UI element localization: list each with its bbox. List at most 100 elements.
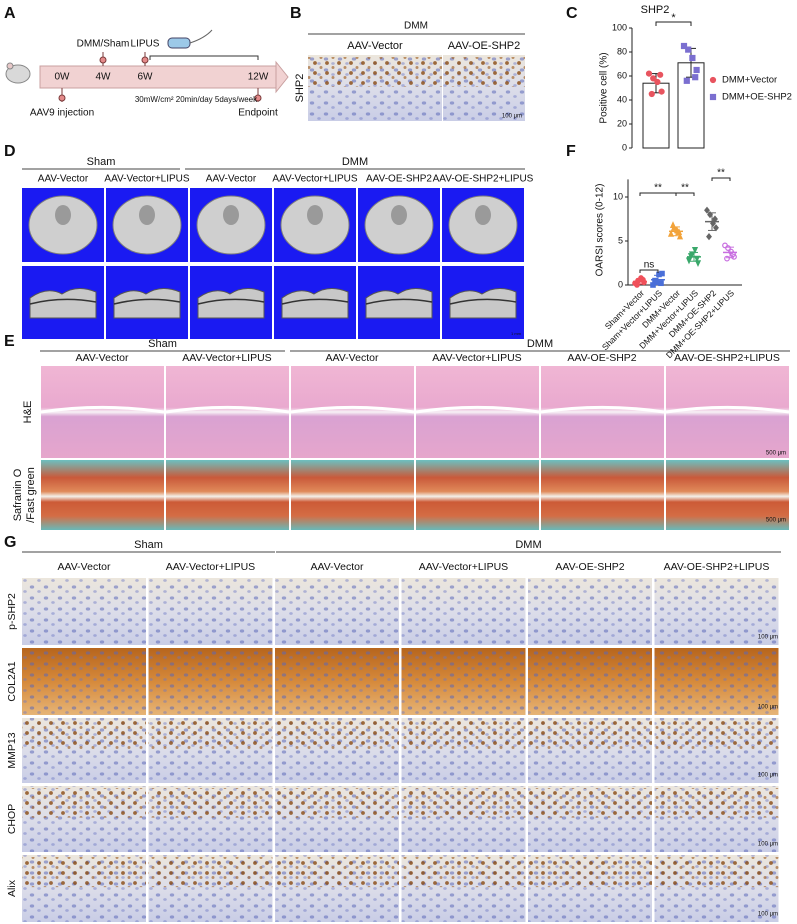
bone-sagittal	[197, 288, 265, 319]
y-tick-label: 0	[622, 142, 627, 152]
histology-image	[22, 786, 146, 852]
bone-sagittal	[29, 288, 97, 319]
joint-line	[290, 405, 415, 414]
group-label: Sham	[87, 156, 116, 168]
joint-line	[540, 405, 665, 414]
image-base	[291, 366, 414, 458]
image-texture	[401, 578, 526, 645]
y-tick-label: 10	[613, 191, 623, 201]
histology-image	[528, 578, 652, 645]
data-point	[634, 282, 640, 288]
row-label: Safranin O	[12, 468, 24, 521]
bone-sagittal	[365, 288, 433, 319]
histology-image	[401, 786, 526, 852]
column-label: AAV-OE-SHP2	[366, 174, 432, 185]
histology-image	[401, 855, 526, 922]
event-label: AAV9 injection	[30, 108, 94, 119]
growth-plate	[113, 298, 181, 305]
row-label: COL2A1	[6, 661, 18, 701]
histology-image	[148, 718, 273, 783]
image-texture	[654, 720, 779, 750]
image-texture	[148, 578, 273, 645]
data-point	[709, 76, 717, 84]
histology-image	[654, 786, 779, 852]
histology-image	[275, 718, 399, 783]
panel-letter: C	[566, 5, 578, 22]
joint-line	[165, 405, 290, 414]
image-texture	[275, 857, 399, 888]
data-point	[680, 42, 688, 50]
panel-letter: D	[4, 143, 16, 160]
data-point	[689, 54, 696, 62]
significance-bracket	[711, 177, 731, 181]
y-tick-label: 5	[618, 235, 623, 245]
histology-image	[401, 578, 526, 645]
bone-notch	[475, 205, 491, 225]
image-base	[291, 460, 414, 530]
bone-sagittal	[113, 288, 181, 319]
histology-image	[654, 648, 779, 715]
image-texture	[275, 720, 399, 750]
significance-bracket	[655, 21, 692, 26]
histology-image	[275, 855, 399, 922]
y-axis-label: Positive cell (%)	[599, 52, 610, 123]
week-label: 4W	[96, 72, 112, 83]
column-label: AAV-Vector+LIPUS	[432, 352, 521, 364]
row-label: Alix	[6, 879, 18, 897]
column-label: AAV-Vector	[58, 561, 111, 573]
image-texture	[22, 578, 146, 645]
histology-image	[415, 366, 540, 458]
image-texture	[528, 578, 652, 645]
lipus-span	[149, 55, 259, 60]
histology-image	[148, 786, 273, 852]
image-texture	[528, 788, 652, 818]
event-dot	[141, 56, 149, 64]
y-tick-label: 80	[617, 46, 627, 56]
histology-image	[41, 460, 164, 530]
histology-image	[275, 786, 399, 852]
row-label: MMP13	[6, 732, 18, 768]
image-texture	[275, 578, 399, 645]
legend-label: DMM+Vector	[722, 75, 777, 86]
data-point	[676, 232, 684, 240]
data-point	[704, 206, 710, 214]
timeline-art	[5, 29, 289, 102]
data-point	[650, 75, 657, 82]
histology-image	[166, 460, 289, 530]
bone-sagittal	[449, 288, 517, 319]
histology-image	[40, 366, 165, 458]
row-label: p-SHP2	[6, 593, 18, 630]
y-tick-label: 20	[617, 118, 627, 128]
data-point	[724, 255, 730, 262]
column-label: AAV-OE-SHP2+LIPUS	[674, 352, 780, 364]
histology-image	[540, 366, 665, 458]
histology-image	[528, 718, 652, 783]
event-label: LIPUS	[131, 39, 160, 50]
histology-image	[528, 855, 652, 922]
chart-title: SHP2	[641, 4, 670, 16]
histology-image	[22, 855, 146, 922]
significance-label: **	[681, 183, 689, 194]
histology-image	[528, 786, 652, 852]
scale-bar: 100 μm	[758, 912, 778, 918]
data-point	[654, 78, 661, 86]
column-label: AAV-Vector	[38, 174, 89, 185]
row-label: /Fast green	[25, 467, 37, 523]
significance-label: **	[654, 183, 662, 194]
histology-image	[148, 855, 273, 922]
column-label: AAV-Vector	[326, 352, 379, 364]
panel-letter: B	[290, 5, 302, 22]
histology-image	[290, 366, 415, 458]
image-texture	[528, 648, 652, 715]
image-base	[541, 366, 664, 458]
image-base	[416, 460, 539, 530]
histology-image	[665, 366, 790, 458]
scale-bar: 500 μm	[766, 518, 786, 524]
histology-image	[541, 460, 664, 530]
column-label: AAV-Vector	[347, 40, 403, 52]
data-point	[691, 247, 699, 254]
panel-letter: A	[4, 5, 16, 22]
panel-letter: G	[4, 534, 16, 551]
image-base	[416, 366, 539, 458]
